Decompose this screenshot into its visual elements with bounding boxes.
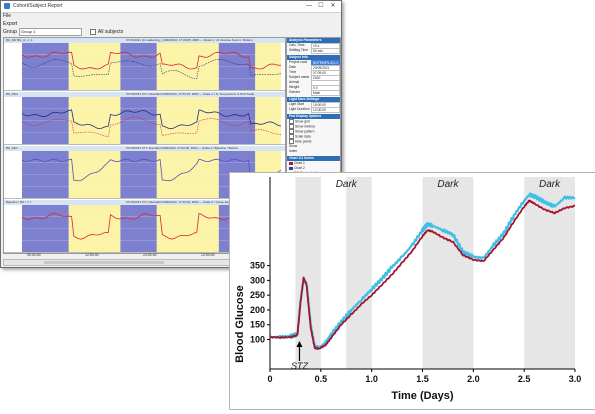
subject-field-input[interactable]: Male bbox=[311, 90, 340, 96]
x-tick-label: 1.0 bbox=[365, 374, 378, 384]
subject-field-label: Gender bbox=[289, 90, 300, 94]
panel-series-line bbox=[21, 116, 282, 138]
blood-glucose-chart: Dark Dark Dark 0 0.5 1.0 1.5 2.0 2.5 3.0 100 150 200… bbox=[229, 172, 595, 410]
all-subjects-label: All subjects bbox=[97, 29, 124, 35]
panel-left-label: BG_Mt/ BG_Ar_1_1 bbox=[6, 38, 33, 42]
dark-label: Dark bbox=[539, 179, 561, 190]
dark-period-band bbox=[524, 177, 575, 369]
option-label: Show minima bbox=[295, 124, 315, 129]
panel-left-label: BG_Mt/1 bbox=[6, 146, 18, 150]
menu-file[interactable]: File bbox=[3, 13, 12, 19]
settling-label: Settling Time bbox=[289, 48, 309, 52]
time-axis-label: 12:00:00 bbox=[201, 253, 215, 257]
maximize-icon[interactable]: ☐ bbox=[318, 3, 324, 9]
dark-label: Dark bbox=[336, 179, 358, 190]
dark-period-band bbox=[346, 177, 372, 369]
group-label: Group bbox=[3, 29, 17, 35]
x-tick-label: 2.0 bbox=[467, 374, 480, 384]
x-tick-label: 0 bbox=[267, 374, 272, 384]
close-icon[interactable]: ✕ bbox=[330, 3, 336, 9]
option-label: Hide points bbox=[295, 139, 312, 144]
light-start-label: Light Start bbox=[289, 102, 305, 106]
device-label: Export bbox=[3, 21, 18, 27]
y-tick-label: 150 bbox=[250, 320, 265, 330]
subject-field-label: Time bbox=[289, 70, 297, 74]
stz-annotation: STZ bbox=[291, 361, 309, 371]
panel-right-label: 07/16/2021 (11 wattening_) 0000/2010, 17… bbox=[126, 38, 253, 42]
series-swatch[interactable] bbox=[289, 166, 293, 170]
panel-series-line bbox=[21, 51, 281, 70]
time-axis-label: 00:00:00 bbox=[27, 253, 41, 257]
app-icon bbox=[4, 3, 10, 9]
panel-left-label: BG_Mt/1 bbox=[6, 92, 18, 96]
option-checkbox[interactable] bbox=[289, 124, 294, 129]
plot-panel: BG_Mt/ BG_Ar_1_1 07/16/2021 (11 wattening… bbox=[4, 38, 285, 91]
light-duration-label: Light Duration bbox=[289, 107, 310, 111]
panel-series-line bbox=[21, 58, 282, 80]
y-tick-label: 200 bbox=[250, 305, 265, 315]
x-tick-label: 0.5 bbox=[315, 374, 328, 384]
calc-time-label: Calc. Time bbox=[289, 43, 305, 47]
y-axis-title: Blood Glucose bbox=[234, 285, 246, 363]
time-axis-label: 12:00:00 bbox=[85, 253, 99, 257]
blood-glucose-plot: Dark Dark Dark 0 0.5 1.0 1.5 2.0 2.5 3.0 100 150 200… bbox=[234, 177, 582, 402]
all-subjects-checkbox[interactable] bbox=[89, 29, 96, 35]
window-title: Cohort/Subject Report bbox=[13, 3, 63, 9]
option-label: Show grid bbox=[295, 119, 310, 124]
subject-field-label: Animal bbox=[289, 80, 300, 84]
subject-field-label: Project code bbox=[289, 60, 308, 64]
group-dropdown[interactable]: Group 1 bbox=[18, 28, 82, 36]
analysis-header: Analysis Parameters bbox=[287, 38, 340, 43]
panel-series-line bbox=[21, 109, 282, 130]
panel-right-label: 07/16/2021 07:1 (Standard 0000/2010, 17:… bbox=[126, 92, 255, 96]
x-tick-label: 2.5 bbox=[518, 374, 531, 384]
settling-input[interactable]: 60 min bbox=[311, 48, 340, 54]
option-label: Show pattern bbox=[295, 129, 315, 134]
y-tick-label: 300 bbox=[250, 275, 265, 285]
x-axis-title: Time (Days) bbox=[391, 390, 453, 402]
panel-left-label: Baseline / BG / ?.? bbox=[6, 200, 32, 204]
y-tick-label: 250 bbox=[250, 290, 265, 300]
dark-label: Dark bbox=[437, 179, 459, 190]
plot-panel: BG_Mt/1 07/16/2021 07:1 (Standard 0000/20… bbox=[4, 92, 285, 145]
x-tick-label: 1.5 bbox=[416, 374, 429, 384]
stz-arrowhead bbox=[296, 341, 303, 347]
subject-field-label: Date bbox=[289, 65, 296, 69]
glucose-series-line bbox=[269, 199, 576, 350]
light-duration-input[interactable]: 12:00:00 bbox=[311, 107, 340, 113]
panel-right-label: 07/16/2021 07:1 (Standard 0000/2010, 17:… bbox=[126, 200, 253, 204]
option-checkbox[interactable] bbox=[289, 139, 294, 144]
scrollbar-thumb[interactable] bbox=[44, 261, 164, 264]
option-checkbox[interactable] bbox=[289, 129, 294, 134]
option-checkbox[interactable] bbox=[289, 134, 294, 139]
option-label: Scale data bbox=[295, 134, 311, 139]
panel-chart bbox=[21, 97, 282, 144]
option-label: Show bbox=[289, 144, 298, 148]
minimize-icon[interactable]: — bbox=[306, 3, 312, 9]
x-tick-label: 3.0 bbox=[569, 374, 582, 384]
y-tick-label: 350 bbox=[250, 261, 265, 271]
subject-field-label: Subject name bbox=[289, 75, 310, 79]
dark-period-band bbox=[422, 177, 474, 369]
subject-field-label: Weight bbox=[289, 85, 300, 89]
series-swatch[interactable] bbox=[289, 161, 293, 165]
display-header: Plot Display Options bbox=[287, 114, 340, 119]
panel-series-line bbox=[21, 158, 282, 182]
time-axis-label: 24:00:00 bbox=[143, 253, 157, 257]
series-label: Chart 2 bbox=[294, 166, 305, 170]
light-header: Light Dark Settings bbox=[287, 97, 340, 102]
series-label: Chart 1 bbox=[294, 161, 305, 165]
option-label: Index bbox=[289, 149, 298, 153]
panel-right-label: 07/16/2021 07:1 Standard 0000/2010, 17:0… bbox=[126, 146, 239, 150]
panel-chart bbox=[21, 43, 282, 90]
y-tick-label: 100 bbox=[250, 334, 265, 344]
subject-header: Subject Info bbox=[287, 55, 340, 60]
series-header: Chart 1/2 Series bbox=[287, 156, 340, 161]
dark-period-band bbox=[295, 177, 321, 369]
option-checkbox[interactable] bbox=[289, 119, 294, 124]
title-bar: Cohort/Subject Report — ☐ ✕ bbox=[1, 1, 341, 13]
